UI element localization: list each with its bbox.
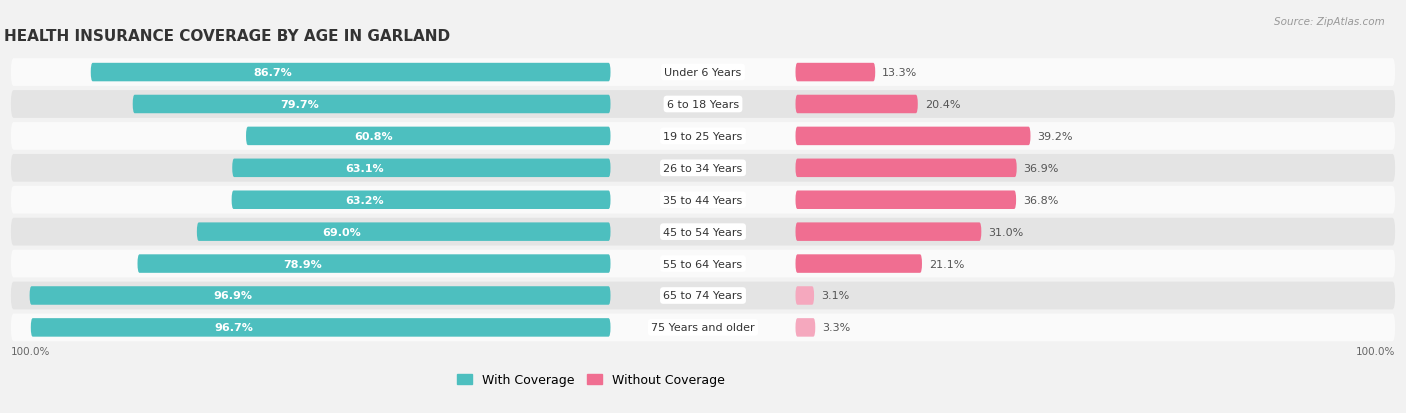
Text: 86.7%: 86.7% <box>253 68 292 78</box>
FancyBboxPatch shape <box>11 154 1395 182</box>
Text: 78.9%: 78.9% <box>284 259 322 269</box>
Text: 36.9%: 36.9% <box>1024 164 1059 173</box>
FancyBboxPatch shape <box>30 287 610 305</box>
Text: Under 6 Years: Under 6 Years <box>665 68 741 78</box>
Text: HEALTH INSURANCE COVERAGE BY AGE IN GARLAND: HEALTH INSURANCE COVERAGE BY AGE IN GARL… <box>4 29 450 44</box>
Text: 31.0%: 31.0% <box>988 227 1024 237</box>
Text: Source: ZipAtlas.com: Source: ZipAtlas.com <box>1274 17 1385 26</box>
FancyBboxPatch shape <box>796 255 922 273</box>
FancyBboxPatch shape <box>796 223 981 241</box>
FancyBboxPatch shape <box>31 318 610 337</box>
FancyBboxPatch shape <box>796 159 1017 178</box>
Legend: With Coverage, Without Coverage: With Coverage, Without Coverage <box>457 373 725 386</box>
FancyBboxPatch shape <box>11 186 1395 214</box>
FancyBboxPatch shape <box>11 250 1395 278</box>
FancyBboxPatch shape <box>796 287 814 305</box>
Text: 96.9%: 96.9% <box>214 291 253 301</box>
Text: 63.2%: 63.2% <box>344 195 384 205</box>
FancyBboxPatch shape <box>132 95 610 114</box>
FancyBboxPatch shape <box>11 282 1395 310</box>
Text: 79.7%: 79.7% <box>281 100 319 110</box>
FancyBboxPatch shape <box>11 59 1395 87</box>
Text: 45 to 54 Years: 45 to 54 Years <box>664 227 742 237</box>
Text: 96.7%: 96.7% <box>214 323 253 332</box>
Text: 26 to 34 Years: 26 to 34 Years <box>664 164 742 173</box>
Text: 3.3%: 3.3% <box>823 323 851 332</box>
FancyBboxPatch shape <box>796 64 875 82</box>
Text: 100.0%: 100.0% <box>1355 347 1395 356</box>
Text: 36.8%: 36.8% <box>1024 195 1059 205</box>
FancyBboxPatch shape <box>246 127 610 146</box>
FancyBboxPatch shape <box>11 314 1395 342</box>
Text: 55 to 64 Years: 55 to 64 Years <box>664 259 742 269</box>
Text: 20.4%: 20.4% <box>925 100 960 110</box>
Text: 39.2%: 39.2% <box>1038 132 1073 142</box>
FancyBboxPatch shape <box>11 91 1395 119</box>
FancyBboxPatch shape <box>11 123 1395 150</box>
FancyBboxPatch shape <box>11 218 1395 246</box>
FancyBboxPatch shape <box>91 64 610 82</box>
Text: 13.3%: 13.3% <box>882 68 917 78</box>
Text: 69.0%: 69.0% <box>322 227 361 237</box>
Text: 21.1%: 21.1% <box>929 259 965 269</box>
Text: 6 to 18 Years: 6 to 18 Years <box>666 100 740 110</box>
FancyBboxPatch shape <box>796 95 918 114</box>
Text: 3.1%: 3.1% <box>821 291 849 301</box>
FancyBboxPatch shape <box>796 318 815 337</box>
FancyBboxPatch shape <box>138 255 610 273</box>
Text: 65 to 74 Years: 65 to 74 Years <box>664 291 742 301</box>
Text: 63.1%: 63.1% <box>346 164 384 173</box>
Text: 100.0%: 100.0% <box>11 347 51 356</box>
Text: 35 to 44 Years: 35 to 44 Years <box>664 195 742 205</box>
FancyBboxPatch shape <box>232 159 610 178</box>
FancyBboxPatch shape <box>232 191 610 209</box>
FancyBboxPatch shape <box>197 223 610 241</box>
FancyBboxPatch shape <box>796 127 1031 146</box>
Text: 19 to 25 Years: 19 to 25 Years <box>664 132 742 142</box>
Text: 75 Years and older: 75 Years and older <box>651 323 755 332</box>
FancyBboxPatch shape <box>796 191 1017 209</box>
Text: 60.8%: 60.8% <box>354 132 392 142</box>
